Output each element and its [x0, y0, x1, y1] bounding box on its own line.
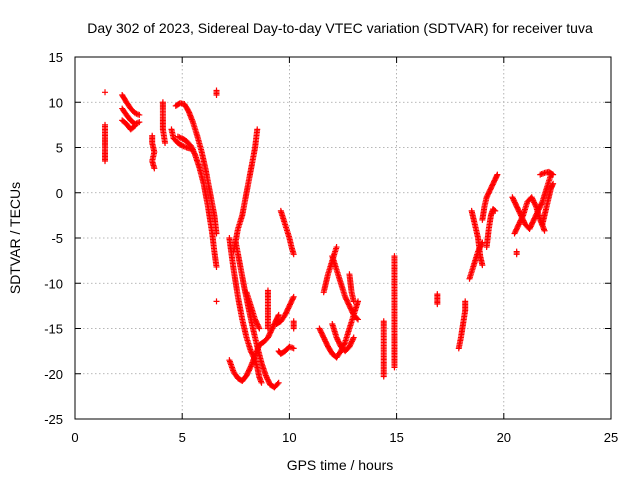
data-points [102, 87, 557, 391]
data-point [550, 171, 557, 178]
data-point [255, 324, 262, 331]
x-axis-label: GPS time / hours [287, 457, 394, 473]
y-tick-label: -15 [44, 322, 63, 337]
tick-labels: 0 5 10 15 20 25 -25 -20 -15 -10 -5 0 5 10 15 [44, 50, 618, 445]
data-point [549, 170, 556, 177]
data-point [290, 325, 297, 332]
x-tick-label: 20 [497, 430, 511, 445]
data-point [247, 364, 254, 371]
y-tick-label: 0 [56, 186, 63, 201]
data-point [494, 171, 501, 178]
y-tick-label: -20 [44, 367, 63, 382]
data-point [350, 335, 357, 342]
y-tick-label: 15 [49, 50, 63, 65]
data-point [213, 298, 220, 305]
data-point [136, 111, 143, 118]
y-tick-label: -25 [44, 412, 63, 427]
data-point [434, 301, 441, 308]
y-axis-label: SDTVAR / TECUs [7, 182, 23, 294]
x-tick-label: 15 [389, 430, 403, 445]
y-tick-label: -5 [51, 231, 63, 246]
data-point [275, 379, 282, 386]
data-point [290, 295, 297, 302]
data-point [350, 334, 357, 341]
data-point [102, 89, 109, 96]
data-point [519, 213, 526, 220]
x-tick-label: 10 [282, 430, 296, 445]
data-point [380, 373, 387, 380]
data-point [350, 298, 357, 305]
data-point [264, 325, 271, 332]
data-point [191, 150, 198, 157]
data-point [550, 180, 557, 187]
data-point [130, 123, 137, 130]
data-point [513, 251, 520, 258]
data-point [254, 126, 261, 133]
data-point [102, 158, 109, 165]
data-point [290, 251, 297, 258]
data-point [290, 345, 297, 352]
data-point [333, 244, 340, 251]
data-point [275, 311, 282, 318]
data-point [479, 262, 486, 269]
data-point [151, 165, 158, 172]
data-point [391, 364, 398, 371]
data-point [491, 206, 498, 213]
data-point [462, 298, 469, 305]
data-point [136, 119, 143, 126]
data-point [274, 380, 281, 387]
data-point [341, 340, 348, 347]
data-point [213, 92, 220, 99]
data-point [492, 207, 499, 214]
data-point [478, 240, 485, 247]
y-tick-label: 5 [56, 141, 63, 156]
data-point [256, 325, 263, 332]
x-tick-label: 0 [71, 430, 78, 445]
x-tick-label: 5 [179, 430, 186, 445]
data-point [132, 122, 139, 129]
data-point [532, 202, 539, 209]
data-point [258, 379, 265, 386]
y-tick-label: 10 [49, 95, 63, 110]
data-point [353, 315, 360, 322]
axis-ticks [74, 56, 612, 420]
data-point [213, 263, 220, 270]
data-point [162, 139, 169, 146]
data-point [290, 293, 297, 300]
x-tick-label: 25 [604, 430, 618, 445]
data-point [538, 200, 545, 207]
data-point [355, 316, 362, 323]
data-point [541, 227, 548, 234]
chart-title: Day 302 of 2023, Sidereal Day-to-day VTE… [87, 20, 593, 36]
y-tick-label: -10 [44, 276, 63, 291]
